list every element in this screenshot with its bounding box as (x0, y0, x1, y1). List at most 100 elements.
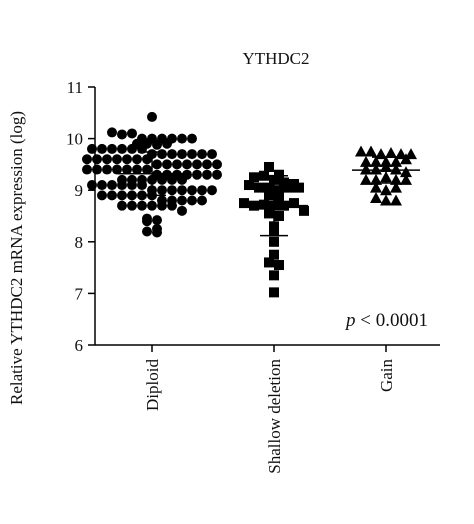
x-tick-label: Shallow deletion (265, 359, 284, 474)
data-point (157, 149, 167, 160)
data-point (127, 190, 137, 201)
x-tick-label: Gain (377, 359, 396, 393)
data-point (400, 173, 412, 185)
data-point (264, 190, 274, 201)
data-point (102, 154, 112, 165)
data-point (162, 138, 172, 149)
data-point (192, 159, 202, 170)
data-point (370, 191, 382, 203)
data-point (127, 128, 137, 139)
y-tick-label: 9 (75, 181, 84, 200)
data-point (239, 198, 249, 209)
data-point (182, 159, 192, 170)
p-value-annotation: p < 0.0001 (346, 310, 428, 331)
data-point (390, 155, 402, 167)
data-point (157, 200, 167, 211)
data-point (112, 154, 122, 165)
y-tick-label: 7 (75, 284, 84, 303)
data-point (82, 164, 92, 175)
data-point (87, 143, 97, 154)
y-tick-label: 8 (75, 233, 84, 252)
data-point (137, 180, 147, 191)
data-point (274, 169, 284, 180)
data-point (167, 149, 177, 160)
data-point (380, 184, 392, 196)
data-point (365, 145, 377, 157)
data-point (177, 174, 187, 185)
data-point (92, 164, 102, 175)
data-point (177, 205, 187, 216)
data-point (157, 174, 167, 185)
data-point (152, 139, 162, 150)
y-tick-label: 11 (67, 78, 83, 97)
data-point (172, 159, 182, 170)
data-point (370, 155, 382, 167)
data-point (395, 148, 407, 160)
data-point (152, 215, 162, 226)
data-point (177, 195, 187, 206)
data-point (360, 173, 372, 185)
data-point (97, 180, 107, 191)
data-point (122, 164, 132, 175)
data-point (279, 177, 289, 188)
data-point (177, 149, 187, 160)
data-point (152, 159, 162, 170)
data-point (385, 147, 397, 159)
data-point (197, 149, 207, 160)
data-point (177, 185, 187, 196)
data-point (107, 127, 117, 138)
data-point (274, 260, 284, 271)
data-point (370, 163, 382, 175)
data-point (202, 159, 212, 170)
data-point (117, 200, 127, 211)
data-point (132, 154, 142, 165)
data-point (117, 180, 127, 191)
data-point (207, 185, 217, 196)
data-point (137, 200, 147, 211)
data-point (92, 154, 102, 165)
data-point (142, 164, 152, 175)
data-point (274, 211, 284, 221)
data-point (167, 185, 177, 196)
data-point (269, 270, 279, 281)
data-point (299, 205, 309, 216)
x-tick-label: Diploid (143, 359, 162, 411)
data-point (157, 185, 167, 196)
data-point (117, 143, 127, 154)
data-point (127, 143, 137, 154)
data-point (390, 173, 402, 185)
data-point (284, 182, 294, 193)
data-point (107, 180, 117, 191)
y-axis-label: Relative YTHDC2 mRNA expression (log) (7, 111, 26, 405)
data-point (259, 199, 269, 210)
data-point (360, 155, 372, 167)
data-point (269, 236, 279, 247)
data-point (370, 181, 382, 193)
data-point (254, 182, 264, 193)
data-point (117, 190, 127, 201)
data-point (375, 148, 387, 160)
data-point (274, 185, 284, 196)
data-point (142, 226, 152, 237)
data-point (390, 181, 402, 193)
data-point (390, 163, 402, 175)
data-point (390, 194, 402, 206)
data-point (400, 166, 412, 178)
data-point (212, 169, 222, 180)
data-point (269, 287, 279, 298)
data-point (355, 145, 367, 157)
data-point (102, 164, 112, 175)
data-point (370, 173, 382, 185)
data-point (127, 200, 137, 211)
data-point (249, 172, 259, 183)
data-point (147, 111, 157, 122)
data-point (107, 190, 117, 201)
data-point (202, 169, 212, 180)
data-point (192, 169, 202, 180)
data-point (294, 182, 304, 193)
data-point (274, 192, 284, 203)
data-point (197, 195, 207, 206)
data-point (244, 180, 254, 191)
data-point (289, 198, 299, 209)
